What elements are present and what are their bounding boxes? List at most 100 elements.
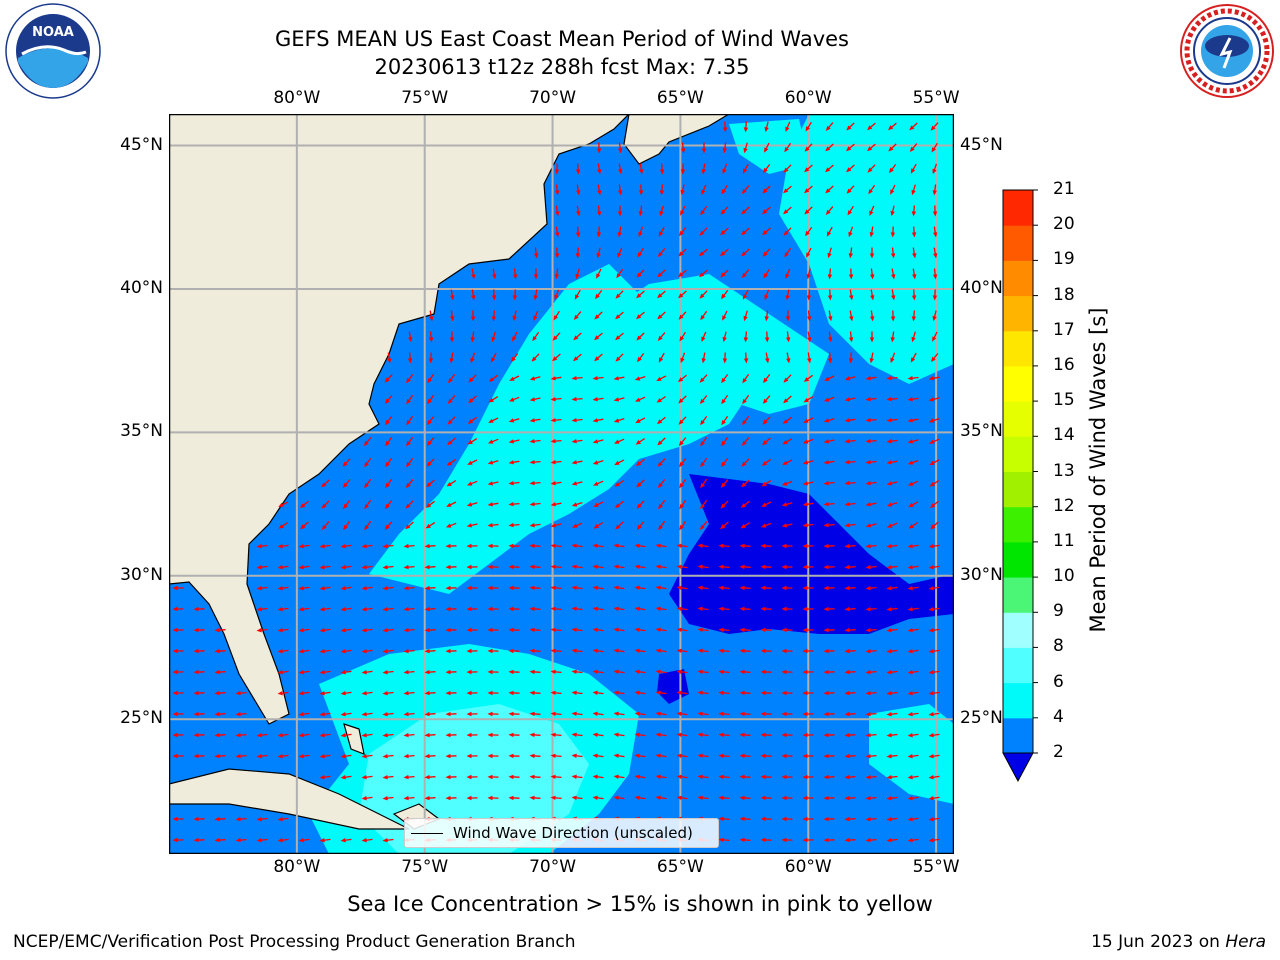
direction-arrowhead bbox=[426, 440, 432, 446]
direction-arrowhead bbox=[655, 774, 661, 779]
direction-arrowhead bbox=[680, 357, 685, 364]
direction-arrowhead bbox=[342, 461, 348, 467]
direction-arrowhead bbox=[613, 774, 619, 779]
direction-arrowhead bbox=[385, 419, 390, 426]
direction-arrowhead bbox=[722, 168, 727, 175]
direction-arrowhead bbox=[214, 711, 220, 717]
direction-arrowhead bbox=[763, 377, 768, 384]
direction-arrowhead bbox=[697, 606, 703, 611]
direction-arrowhead bbox=[928, 376, 934, 381]
direction-arrowhead bbox=[823, 460, 829, 465]
direction-arrowhead bbox=[298, 838, 304, 843]
direction-arrowhead bbox=[802, 564, 808, 570]
latitude-label: 35°N bbox=[120, 421, 163, 442]
direction-arrowhead bbox=[889, 167, 894, 174]
direction-arrowhead bbox=[256, 628, 262, 633]
direction-arrowhead bbox=[595, 293, 600, 300]
direction-arrowhead bbox=[679, 504, 684, 510]
direction-arrowhead bbox=[760, 648, 766, 654]
direction-arrowhead bbox=[613, 627, 619, 632]
direction-arrowhead bbox=[340, 775, 346, 780]
direction-arrowhead bbox=[193, 711, 199, 717]
direction-arrowhead bbox=[492, 274, 497, 280]
direction-arrowhead bbox=[403, 774, 409, 780]
direction-arrowhead bbox=[844, 627, 850, 633]
direction-arrowhead bbox=[193, 627, 199, 633]
direction-arrowhead bbox=[886, 544, 892, 549]
direction-arrowhead bbox=[697, 585, 703, 590]
direction-arrowhead bbox=[763, 167, 768, 174]
direction-arrowhead bbox=[782, 419, 789, 424]
direction-arrowhead bbox=[657, 251, 663, 257]
direction-arrowhead bbox=[529, 564, 535, 570]
direction-arrowhead bbox=[571, 543, 577, 548]
direction-arrowhead bbox=[867, 167, 873, 173]
direction-arrowhead bbox=[676, 711, 682, 716]
direction-arrowhead bbox=[470, 337, 475, 343]
direction-arrowhead bbox=[193, 606, 199, 612]
direction-arrowhead bbox=[447, 440, 453, 446]
direction-arrowhead bbox=[613, 606, 619, 611]
colorbar-bin bbox=[1003, 260, 1033, 297]
direction-arrowhead bbox=[424, 774, 430, 780]
direction-arrowhead bbox=[613, 418, 620, 423]
direction-arrowhead bbox=[928, 775, 934, 780]
direction-arrowhead bbox=[865, 607, 871, 612]
direction-arrowhead bbox=[615, 356, 621, 362]
direction-arrowhead bbox=[700, 419, 705, 426]
direction-arrowhead bbox=[277, 670, 283, 675]
direction-arrowhead bbox=[424, 648, 430, 654]
direction-arrowhead bbox=[781, 585, 787, 591]
direction-arrowhead bbox=[825, 209, 831, 215]
direction-arrowhead bbox=[637, 252, 643, 258]
direction-arrowhead bbox=[487, 648, 493, 654]
direction-arrowhead bbox=[639, 169, 644, 175]
direction-arrowhead bbox=[550, 376, 556, 381]
direction-arrowhead bbox=[555, 211, 560, 217]
direction-arrowhead bbox=[382, 775, 388, 780]
direction-arrowhead bbox=[592, 397, 598, 402]
direction-arrowhead bbox=[613, 397, 620, 402]
direction-arrowhead bbox=[553, 315, 559, 321]
direction-arrowhead bbox=[760, 837, 766, 843]
direction-arrowhead bbox=[718, 753, 724, 759]
direction-arrowhead bbox=[658, 357, 664, 363]
direction-arrowhead bbox=[718, 648, 724, 654]
direction-arrowhead bbox=[638, 231, 643, 238]
direction-arrowhead bbox=[886, 670, 892, 675]
longitude-label: 65°W bbox=[656, 857, 704, 877]
direction-arrowhead bbox=[823, 795, 829, 801]
direction-arrowhead bbox=[382, 565, 388, 570]
direction-arrowhead bbox=[932, 295, 938, 301]
direction-arrowhead bbox=[827, 295, 833, 301]
direction-arrowhead bbox=[781, 732, 787, 738]
direction-arrowhead bbox=[720, 209, 726, 215]
direction-arrowhead bbox=[700, 503, 705, 510]
direction-arrowhead bbox=[678, 419, 684, 425]
direction-arrowhead bbox=[361, 796, 367, 801]
direction-arrowhead bbox=[930, 125, 936, 131]
direction-arrowhead bbox=[680, 210, 685, 216]
direction-arrowhead bbox=[739, 669, 745, 675]
direction-arrowhead bbox=[470, 316, 476, 322]
direction-arrowhead bbox=[638, 211, 643, 217]
direction-arrowhead bbox=[550, 732, 556, 737]
direction-arrowhead bbox=[911, 189, 916, 196]
direction-arrowhead bbox=[781, 523, 787, 528]
direction-arrowhead bbox=[802, 502, 808, 507]
direction-arrowhead bbox=[340, 670, 346, 675]
direction-arrowhead bbox=[825, 125, 831, 131]
direction-arrowhead bbox=[613, 711, 619, 716]
direction-arrowhead bbox=[445, 606, 451, 612]
direction-arrowhead bbox=[488, 439, 494, 444]
direction-arrowhead bbox=[382, 649, 388, 654]
direction-arrowhead bbox=[823, 481, 829, 486]
direction-arrowhead bbox=[823, 711, 829, 717]
colorbar-tick-label: 11 bbox=[1053, 530, 1075, 551]
direction-arrowhead bbox=[429, 337, 434, 343]
direction-arrowhead bbox=[385, 462, 390, 468]
direction-arrowhead bbox=[256, 565, 262, 570]
direction-arrowhead bbox=[513, 274, 518, 280]
direction-arrowhead bbox=[844, 397, 850, 402]
direction-arrowhead bbox=[679, 336, 685, 342]
